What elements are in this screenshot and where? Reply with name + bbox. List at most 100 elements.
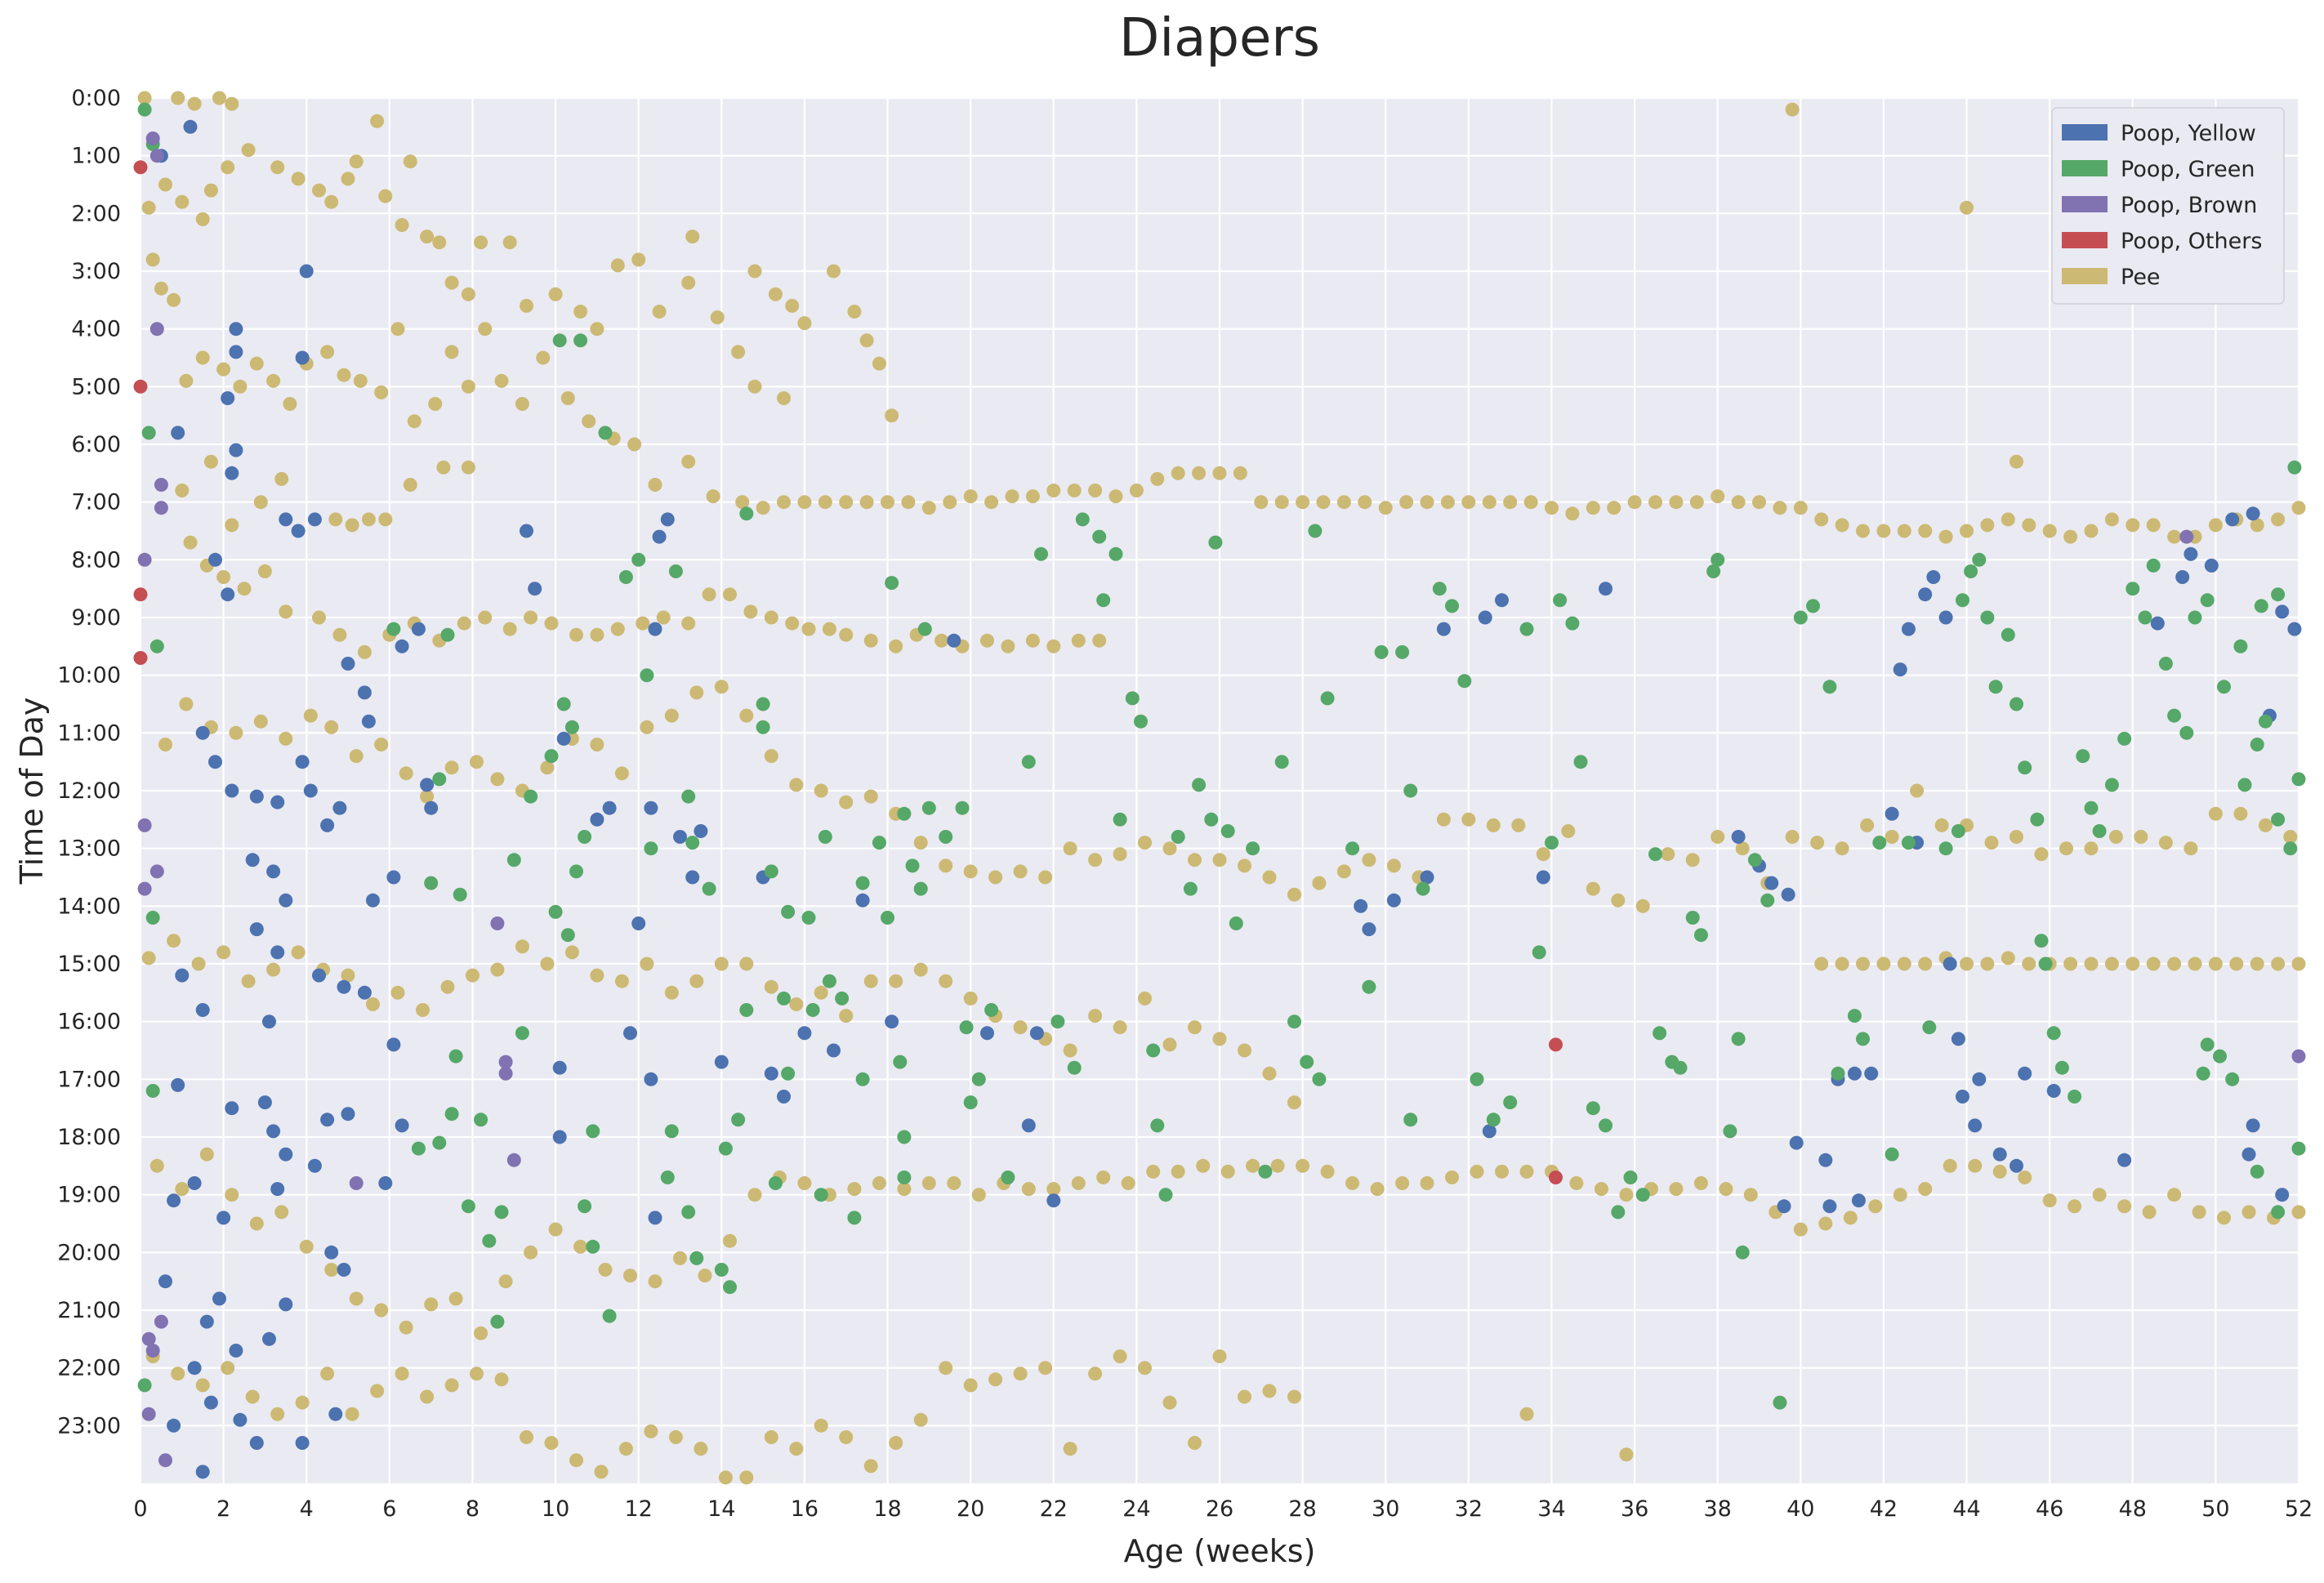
- data-point: [652, 305, 667, 319]
- x-tick-label: 42: [1870, 1496, 1898, 1522]
- data-point: [2246, 1118, 2260, 1133]
- data-point: [1956, 593, 1969, 608]
- data-point: [564, 720, 579, 734]
- data-point: [171, 1367, 185, 1381]
- data-point: [1549, 1037, 1563, 1052]
- y-tick-label: 23:00: [57, 1413, 121, 1438]
- data-point: [515, 1026, 529, 1041]
- data-point: [971, 1188, 986, 1202]
- data-point: [133, 379, 148, 394]
- data-point: [524, 789, 538, 804]
- data-point: [195, 725, 210, 740]
- data-point: [478, 322, 493, 337]
- data-point: [2126, 518, 2140, 533]
- data-point: [1835, 956, 1849, 971]
- data-point: [141, 200, 156, 215]
- data-point: [490, 772, 505, 787]
- data-point: [939, 830, 953, 844]
- data-point: [939, 1361, 953, 1376]
- data-point: [1893, 1188, 1907, 1202]
- data-point: [839, 627, 854, 642]
- data-point: [872, 1176, 886, 1190]
- data-point: [366, 893, 380, 907]
- data-point: [270, 1182, 285, 1197]
- data-point: [341, 1107, 355, 1121]
- data-point: [764, 864, 778, 879]
- data-point: [1872, 836, 1887, 850]
- data-point: [216, 1211, 231, 1225]
- data-point: [1220, 1164, 1235, 1179]
- data-point: [341, 657, 355, 671]
- data-point: [171, 91, 185, 105]
- data-point: [332, 627, 347, 642]
- data-point: [1162, 1395, 1177, 1410]
- data-point: [2208, 518, 2223, 533]
- data-point: [386, 870, 401, 885]
- data-point: [1773, 501, 1787, 515]
- data-point: [988, 1372, 1003, 1387]
- data-point: [590, 627, 604, 642]
- data-point: [560, 928, 575, 943]
- data-point: [1847, 1066, 1862, 1081]
- data-point: [1693, 1176, 1708, 1190]
- data-point: [312, 610, 326, 625]
- data-point: [644, 841, 658, 856]
- data-point: [739, 1470, 754, 1485]
- x-tick-label: 46: [2036, 1496, 2063, 1522]
- data-point: [1747, 853, 1762, 867]
- data-point: [1046, 1182, 1061, 1197]
- data-point: [1013, 1367, 1028, 1381]
- data-point: [1287, 1014, 1301, 1029]
- data-point: [2291, 1141, 2306, 1156]
- y-tick-label: 2:00: [71, 201, 121, 226]
- data-point: [440, 627, 455, 642]
- data-point: [253, 495, 268, 510]
- data-point: [1486, 818, 1501, 832]
- data-point: [714, 1263, 729, 1277]
- data-point: [694, 824, 708, 838]
- data-point: [1188, 853, 1202, 867]
- data-point: [2158, 657, 2173, 671]
- data-point: [474, 1326, 488, 1340]
- data-point: [154, 1314, 168, 1329]
- data-point: [2146, 518, 2161, 533]
- data-point: [395, 218, 409, 232]
- data-point: [1482, 495, 1497, 510]
- data-point: [378, 512, 393, 527]
- data-point: [366, 997, 380, 1011]
- data-point: [203, 1395, 218, 1410]
- data-point: [1001, 639, 1015, 653]
- data-point: [137, 818, 152, 832]
- data-point: [673, 1251, 687, 1265]
- data-point: [1951, 824, 1965, 838]
- data-point: [149, 322, 164, 337]
- y-tick-label: 18:00: [57, 1125, 121, 1150]
- data-point: [1818, 1153, 1833, 1167]
- data-point: [2042, 1193, 2057, 1208]
- data-point: [731, 1113, 746, 1127]
- data-point: [1150, 1118, 1165, 1133]
- data-point: [1029, 1026, 1044, 1041]
- data-point: [855, 893, 870, 907]
- data-point: [1735, 1245, 1750, 1260]
- data-point: [149, 864, 164, 879]
- data-point: [1129, 484, 1144, 497]
- data-point: [2046, 1026, 2061, 1041]
- data-point: [1121, 1176, 1135, 1190]
- data-point: [827, 264, 841, 279]
- data-point: [1362, 922, 1376, 937]
- data-point: [279, 1147, 293, 1162]
- data-point: [1212, 1032, 1227, 1046]
- x-axis-label: Age (weeks): [1124, 1533, 1316, 1569]
- y-tick-label: 8:00: [71, 547, 121, 573]
- data-point: [266, 373, 281, 388]
- data-point: [524, 610, 538, 625]
- data-point: [1274, 755, 1289, 769]
- data-point: [482, 1233, 497, 1248]
- data-point: [1731, 1032, 1746, 1046]
- data-point: [2030, 812, 2045, 827]
- data-point: [673, 830, 687, 844]
- data-point: [1956, 1090, 1969, 1104]
- series-pee: [137, 91, 2306, 1485]
- data-point: [179, 373, 194, 388]
